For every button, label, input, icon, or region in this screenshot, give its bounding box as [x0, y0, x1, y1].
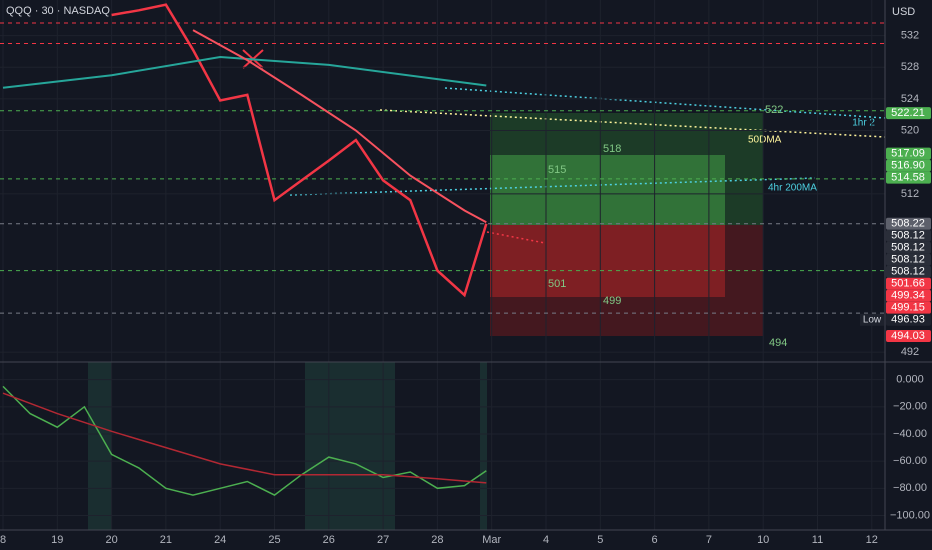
- low-label: Low: [863, 314, 882, 325]
- price-tag: [886, 253, 931, 266]
- price-tag-label: 499.15: [891, 302, 925, 314]
- y-tick-label: 520: [901, 124, 919, 136]
- line-label: 50DMA: [748, 135, 782, 146]
- x-tick-label: 27: [377, 534, 389, 546]
- y-tick-label: −20.00: [893, 401, 927, 413]
- price-tag: [886, 147, 931, 160]
- price-tag: [886, 277, 931, 290]
- price-tag-label: 508.22: [891, 218, 925, 230]
- series-line: [2, 385, 487, 496]
- x-tick-label: 25: [268, 534, 280, 546]
- x-tick-label: 8: [0, 534, 6, 546]
- highlight-zone: [480, 362, 487, 530]
- zone-label: 515: [548, 164, 566, 176]
- trend-line: [444, 87, 886, 119]
- series-line: [2, 392, 487, 484]
- y-tick-label: −60.00: [893, 455, 927, 467]
- profit-zone: [490, 155, 725, 225]
- low-tag: [860, 313, 884, 326]
- x-tick-label: 26: [323, 534, 335, 546]
- series-line: [2, 55, 487, 89]
- x-tick-label: 11: [812, 534, 823, 546]
- y-tick-label: 492: [901, 346, 919, 358]
- x-tick-label: 5: [597, 534, 603, 546]
- price-tag-label: 522.21: [891, 107, 925, 119]
- y-tick-label: 528: [901, 61, 919, 73]
- price-tag-label: 508.12: [891, 242, 925, 254]
- y-tick-label: 532: [901, 30, 919, 42]
- zone-label: 518: [603, 143, 621, 155]
- price-tag: [886, 229, 931, 242]
- x-tick-label: 7: [706, 534, 712, 546]
- price-tag-label: 499.34: [891, 290, 925, 302]
- x-tick-label: Mar: [482, 534, 501, 546]
- y-tick-label: 524: [901, 93, 919, 105]
- price-tag: [886, 217, 931, 230]
- price-tag: [886, 301, 931, 314]
- x-tick-label: 4: [543, 534, 549, 546]
- price-tag-label: 514.58: [891, 171, 925, 183]
- zone-label: 501: [548, 278, 566, 290]
- price-tag-label: 501.66: [891, 278, 925, 290]
- x-tick-label: 24: [214, 534, 226, 546]
- y-tick-label: 512: [901, 188, 919, 200]
- x-tick-label: 6: [652, 534, 658, 546]
- loss-zone: [490, 225, 725, 297]
- x-tick-label: 28: [431, 534, 443, 546]
- price-tag-label: 508.12: [891, 254, 925, 266]
- highlight-zone: [88, 362, 112, 530]
- y-tick-label: −80.00: [893, 482, 927, 494]
- zone-label: 494: [769, 337, 787, 349]
- series-line: [192, 29, 487, 224]
- series-line: [111, 3, 488, 298]
- x-tick-label: 19: [51, 534, 63, 546]
- highlight-zone: [305, 362, 395, 530]
- x-tick-label: 20: [105, 534, 117, 546]
- y-tick-label: −100.00: [890, 509, 930, 521]
- y-tick-label: 0.000: [896, 374, 924, 386]
- price-tag: [886, 159, 931, 172]
- price-tag-label: 494.03: [891, 330, 925, 342]
- zone-label: 522: [765, 104, 783, 116]
- loss-zone: [490, 225, 763, 336]
- x-tick-label: 21: [160, 534, 172, 546]
- price-tag: [886, 313, 931, 326]
- price-tag: [886, 265, 931, 278]
- price-tag-label: 496.93: [891, 314, 925, 326]
- zone-label: 499: [603, 295, 621, 307]
- x-tick-label: 10: [757, 534, 769, 546]
- price-tag-label: 516.90: [891, 159, 925, 171]
- y-tick-label: −40.00: [893, 428, 927, 440]
- price-tag-label: 508.12: [891, 266, 925, 278]
- price-tag: [886, 241, 931, 254]
- price-tag: [886, 330, 931, 343]
- chart-title: QQQ · 30 · NASDAQ: [6, 5, 110, 17]
- line-label: 1hr 2: [852, 118, 875, 129]
- line-label: 4hr 200MA: [768, 183, 817, 194]
- price-tag: [886, 289, 931, 302]
- currency: USD: [892, 6, 915, 18]
- price-tag-label: 508.12: [891, 230, 925, 242]
- price-tag: [886, 107, 931, 120]
- x-tick-label: 12: [866, 534, 878, 546]
- trend-line: [379, 109, 886, 138]
- price-tag-label: 517.09: [891, 147, 925, 159]
- price-tag: [886, 171, 931, 184]
